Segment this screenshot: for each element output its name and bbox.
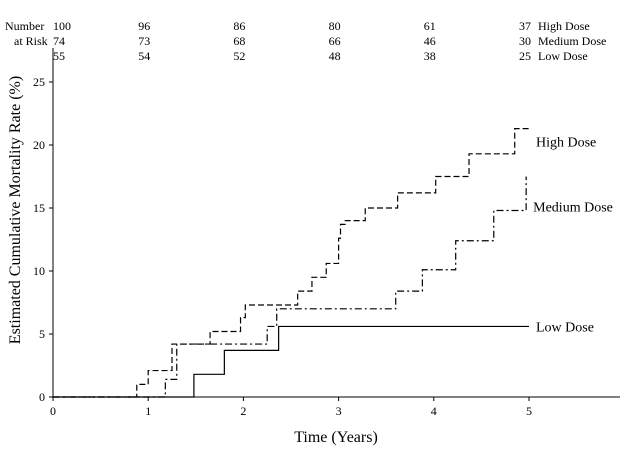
x-tick-label: 2 [240,404,246,418]
x-axis-title: Time (Years) [294,429,378,446]
risk-count-low-dose: 48 [329,49,341,63]
risk-header-number: Number [5,19,44,33]
risk-count-high-dose: 80 [329,19,341,33]
risk-count-low-dose: 54 [138,49,150,63]
risk-count-high-dose: 100 [53,19,71,33]
risk-count-medium-dose: 46 [424,34,436,48]
x-tick-label: 0 [50,404,56,418]
series-label-low-dose: Low Dose [536,320,594,335]
series-line-high-dose [53,128,529,398]
risk-table: Number at Risk 100 96 86 80 61 37 High Dose 74 7… [5,19,606,63]
plot-area: High Dose Medium Dose Low Dose [53,128,613,398]
risk-row-label-low-dose: Low Dose [538,49,588,63]
x-tick-label: 1 [145,404,151,418]
x-axis: 0 1 2 3 4 5 [50,396,620,418]
risk-count-high-dose: 86 [233,19,245,33]
y-tick-label: 20 [33,138,45,152]
series-line-low-dose [53,325,529,398]
risk-count-low-dose: 55 [53,49,65,63]
risk-count-low-dose: 25 [519,49,531,63]
risk-count-medium-dose: 30 [519,34,531,48]
risk-header-at-risk: at Risk [14,34,48,48]
risk-count-high-dose: 37 [519,19,531,33]
y-axis: 0 5 10 15 20 25 [33,48,54,404]
y-tick-label: 5 [39,327,45,341]
y-axis-title: Estimated Cumulative Mortality Rate (%) [7,76,24,344]
risk-count-low-dose: 38 [424,49,436,63]
risk-count-medium-dose: 74 [53,34,65,48]
series-label-high-dose: High Dose [536,136,596,151]
y-tick-label: 10 [33,264,45,278]
y-tick-label: 0 [39,390,45,404]
risk-count-high-dose: 96 [138,19,150,33]
risk-count-medium-dose: 68 [233,34,245,48]
risk-count-low-dose: 52 [233,49,245,63]
risk-count-high-dose: 61 [424,19,436,33]
risk-count-medium-dose: 66 [329,34,341,48]
risk-count-medium-dose: 73 [138,34,150,48]
risk-row-label-high-dose: High Dose [538,19,590,33]
y-tick-label: 25 [33,75,45,89]
x-tick-label: 5 [526,404,532,418]
series-label-medium-dose: Medium Dose [533,201,613,216]
risk-row-label-medium-dose: Medium Dose [538,34,606,48]
series-line-medium-dose [53,176,527,398]
x-tick-label: 4 [431,404,437,418]
x-tick-label: 3 [336,404,342,418]
y-tick-label: 15 [33,201,45,215]
